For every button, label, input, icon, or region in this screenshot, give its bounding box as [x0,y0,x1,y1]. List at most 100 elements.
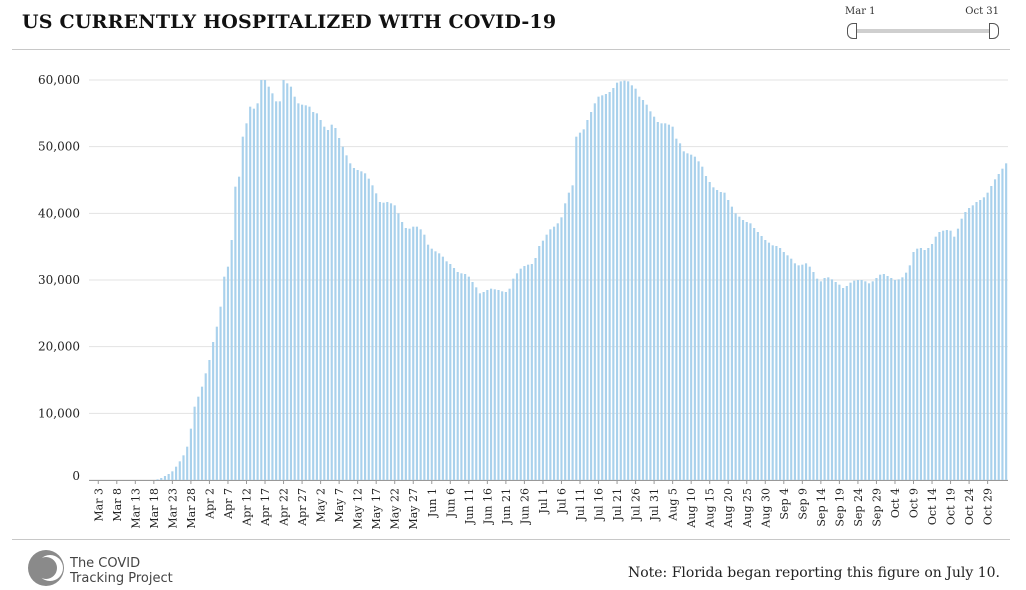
bar [738,216,741,481]
bar [467,276,470,480]
bar [660,123,663,480]
bar [842,288,845,480]
bar [564,203,567,480]
bar [975,202,978,480]
bar [864,281,867,480]
bar [597,96,600,481]
bar [656,122,659,480]
y-tick-label: 60,000 [38,73,80,87]
bar [508,288,511,480]
bar [308,106,311,481]
footer-divider [12,539,1010,540]
range-end-handle[interactable] [989,23,999,39]
bar [912,252,915,480]
x-tick-label: Jun 21 [500,488,513,525]
bar [908,265,911,480]
bar [608,92,611,480]
bar [293,96,296,481]
bar [271,93,274,480]
x-tick-label: May 27 [407,488,420,530]
bar [586,120,589,480]
bar [412,226,415,480]
logo-text-line2: Tracking Project [70,571,173,586]
footnote: Note: Florida began reporting this figur… [627,565,1000,581]
bar [193,406,196,480]
bar [849,282,852,480]
bar [956,228,960,480]
bar [971,205,974,480]
bar [504,292,507,480]
bar [330,124,333,481]
bar [171,471,174,480]
bar [389,203,393,480]
bar [634,88,637,481]
bar [167,474,170,480]
bar [556,223,559,480]
bar [178,461,181,480]
bar [653,116,656,481]
bar [345,155,348,480]
bar [515,273,519,480]
bar [649,111,652,480]
x-tick-label: Sep 19 [833,488,846,527]
x-tick-label: Mar 8 [111,488,124,522]
bar [312,112,315,480]
bar [208,360,211,480]
bar [590,112,593,480]
bar [964,212,967,480]
x-tick-label: Aug 30 [759,488,772,529]
bar [867,283,871,480]
x-tick-label: Oct 4 [889,488,902,518]
bar [997,174,1000,480]
x-tick-label: Oct 29 [982,488,995,525]
x-tick-label: Apr 12 [240,488,253,527]
bar [938,232,941,480]
date-range-slider[interactable]: Mar 1 Oct 31 [845,4,1005,44]
bar [460,273,463,480]
bar [638,96,641,481]
bar [816,278,819,480]
x-tick-label: Jun 6 [444,488,457,518]
bar [804,263,808,480]
bar [334,128,337,480]
bar [741,220,745,480]
bar [719,192,722,480]
bar [538,246,541,480]
logo-text-line1: The COVID [70,556,141,571]
range-track[interactable] [851,29,994,33]
bar [378,202,381,480]
x-tick-label: Apr 17 [259,488,272,527]
x-tick-label: Sep 4 [778,488,791,520]
bar [734,213,737,480]
bar [819,281,822,480]
x-tick-label: Sep 24 [852,488,865,527]
covid-tracking-project-logo[interactable]: The COVID Tracking Project [26,546,196,590]
bar [323,126,326,481]
x-tick-label: Jul 1 [537,488,550,515]
logo-text: The COVID Tracking Project [70,556,173,586]
x-tick-label: Oct 14 [926,488,939,525]
bar [823,278,826,480]
bar [701,166,704,481]
bar [386,202,389,480]
bar [667,124,671,481]
bar [775,246,778,480]
bar [189,428,192,480]
bar [1005,163,1008,480]
bar [571,185,574,480]
x-tick-label: Jul 21 [611,488,624,522]
bar [682,151,685,480]
bar [986,192,989,481]
bar [182,455,185,480]
bar [493,289,496,480]
bar [871,281,874,480]
bar [779,248,782,480]
bar [286,83,289,480]
x-tick-label: Mar 3 [92,488,105,522]
range-start-handle[interactable] [847,23,857,39]
bar [541,240,545,480]
bar [641,100,645,480]
bar [793,263,796,480]
bar [953,236,956,480]
x-tick-label: Aug 10 [685,488,698,529]
